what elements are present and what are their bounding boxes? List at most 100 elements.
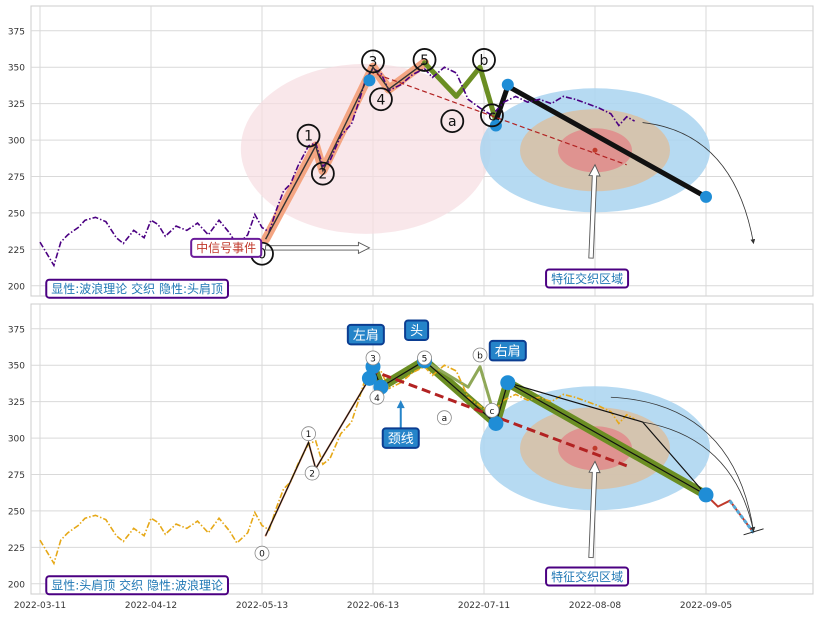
annotation-text: 显性:头肩顶 交织 隐性:波浪理论 [51, 578, 223, 593]
neckline [369, 71, 627, 166]
wave-label: 3 [369, 54, 378, 70]
y-tick-label: 250 [8, 507, 25, 517]
wave-label-circle [484, 402, 500, 418]
wave-label-circle [440, 109, 465, 134]
wave-label-circle [472, 347, 488, 363]
annotation-label: 左肩 [346, 323, 385, 346]
wave-label-circle [301, 426, 316, 442]
wave-label: 2 [309, 470, 315, 480]
annotation-text: 右肩 [495, 343, 521, 359]
wave-outline [265, 377, 370, 536]
wave-label: c [488, 108, 496, 124]
annotation-box [545, 566, 630, 587]
wave-label: 2 [318, 167, 327, 183]
y-tick-label: 375 [8, 325, 25, 335]
y-tick-label: 275 [8, 471, 25, 481]
y-tick-label: 225 [8, 246, 25, 256]
wave-label-circle [436, 410, 452, 426]
annotation-box [346, 323, 385, 346]
wave-segment [505, 83, 709, 200]
wave-label-circle [417, 350, 432, 366]
wave-label-circle [412, 48, 437, 72]
x-tick-label: 2022-03-11 [14, 601, 66, 611]
projection-tail-blue [728, 499, 755, 534]
annotation-text: 中信号事件 [196, 240, 256, 255]
annotation-label: 特征交织区域 [545, 268, 630, 289]
x-tick-label: 2022-09-05 [680, 601, 732, 611]
wave-label: c [489, 407, 494, 417]
wave-segment [493, 83, 511, 124]
y-tick-label: 300 [8, 435, 25, 445]
zone-pointer-arrow [588, 460, 601, 559]
wave-label-circle [369, 87, 393, 112]
wave-label-circle [304, 465, 320, 481]
annotation-text: 颈线 [388, 432, 414, 447]
wave-segment [423, 359, 498, 423]
wave-label: 3 [370, 354, 376, 364]
wave-label: 0 [259, 550, 265, 560]
turning-point-marker [361, 370, 377, 386]
x-tick-label: 2022-08-08 [569, 601, 622, 611]
annotation-label: 显性:波浪理论 交织 隐性:头肩顶 [45, 278, 229, 299]
annotation-box [545, 268, 630, 289]
wave-label-circle [296, 123, 321, 148]
y-tick-label: 325 [8, 100, 25, 110]
price-series [39, 66, 635, 268]
annotation-text: 特征交织区域 [551, 271, 623, 286]
annotation-box [45, 278, 229, 299]
annotation-box [45, 575, 229, 596]
zone-center-dot [592, 445, 598, 451]
projection-curve [642, 122, 756, 245]
wave-segment [422, 60, 499, 124]
wave-label: 4 [374, 394, 380, 404]
projection-curve [610, 396, 756, 532]
wave-label: a [442, 414, 448, 424]
zone-center-dot [592, 147, 598, 153]
annotation-box [488, 339, 527, 362]
annotation-label: 显性:头肩顶 交织 隐性:波浪理论 [45, 575, 229, 596]
annotation-label: 头 [404, 319, 430, 341]
wave-label: b [480, 53, 489, 69]
turning-point-marker [363, 74, 376, 87]
turning-point-marker [488, 415, 504, 431]
x-tick-label: 2022-05-13 [236, 601, 288, 611]
annotation-label: 特征交织区域 [545, 566, 630, 587]
wave-label-circle [369, 389, 385, 405]
projection-curve [642, 421, 756, 532]
wave-label-circle [365, 350, 381, 366]
y-tick-label: 250 [8, 209, 25, 219]
wave-label-circle [254, 545, 270, 561]
y-tick-label: 200 [8, 282, 25, 292]
turning-point-marker [700, 190, 712, 203]
wave-label: 5 [420, 53, 429, 69]
wave-label: b [477, 352, 483, 362]
neckline [368, 368, 628, 468]
wave-label-circle [310, 161, 335, 186]
y-tick-label: 225 [8, 544, 25, 554]
y-tick-label: 200 [8, 580, 25, 590]
zone-pointer-arrow [588, 163, 601, 259]
annotation-box [381, 427, 420, 449]
wave-label: 5 [422, 354, 428, 364]
y-tick-label: 325 [8, 398, 25, 408]
y-tick-label: 300 [8, 137, 25, 147]
wave-label: 4 [376, 92, 385, 108]
price-series [39, 364, 635, 566]
wave-region-ellipse [240, 63, 491, 234]
wave-label-circle [472, 48, 496, 72]
y-tick-label: 350 [8, 64, 25, 74]
annotation-box [404, 319, 430, 341]
panel-bottom: 200 225 250 275 300 325 350 375 0 1 2 3 4 5 a b c 左肩 头右肩颈线… [8, 303, 814, 596]
x-tick-label: 2022-06-13 [347, 601, 399, 611]
y-tick-label: 275 [8, 173, 25, 183]
wave-label-circle [480, 103, 504, 128]
annotation-label: 右肩 [488, 339, 527, 362]
turning-point-marker [500, 375, 516, 391]
panel-top: 200225250275300325350375012345abc中信号事件特征… [8, 5, 814, 299]
wave-label: 1 [304, 129, 313, 145]
turning-point-marker [501, 78, 514, 91]
neckline-pointer-head [396, 400, 405, 409]
y-tick-label: 375 [8, 27, 25, 37]
signal-arrow [265, 241, 371, 255]
